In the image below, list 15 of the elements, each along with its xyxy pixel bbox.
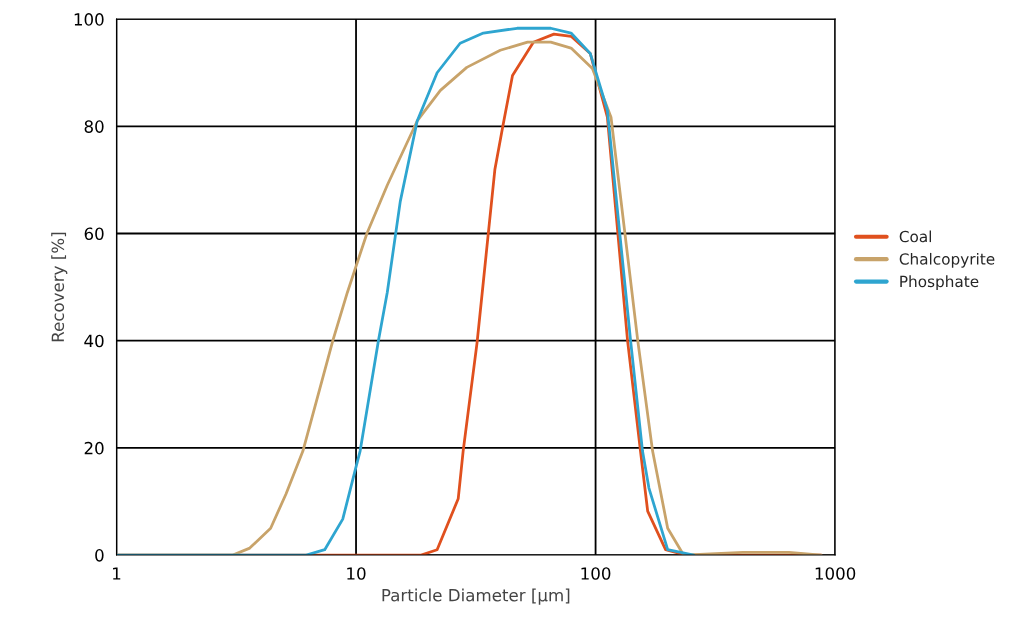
x-tick-label: 100 bbox=[581, 567, 611, 580]
y-tick-label: 40 bbox=[84, 334, 104, 348]
y-tick-label: 100 bbox=[74, 13, 104, 26]
x-tick-label: 1 bbox=[113, 567, 121, 580]
y-tick-label: 80 bbox=[84, 120, 104, 133]
legend-label: Chalcopyrite bbox=[899, 252, 995, 268]
y-tick-label: 60 bbox=[84, 227, 104, 241]
y-axis-title: Recovery [%] bbox=[51, 232, 68, 342]
legend-label: Phosphate bbox=[900, 275, 979, 291]
y-tick-label: 0 bbox=[95, 549, 104, 562]
y-tick-label: 20 bbox=[84, 441, 104, 455]
x-tick-label: 1000 bbox=[815, 567, 856, 580]
legend-label: Coal bbox=[899, 230, 932, 243]
x-axis-title: Particle Diameter [µm] bbox=[382, 588, 570, 605]
x-tick-label: 10 bbox=[347, 567, 366, 580]
